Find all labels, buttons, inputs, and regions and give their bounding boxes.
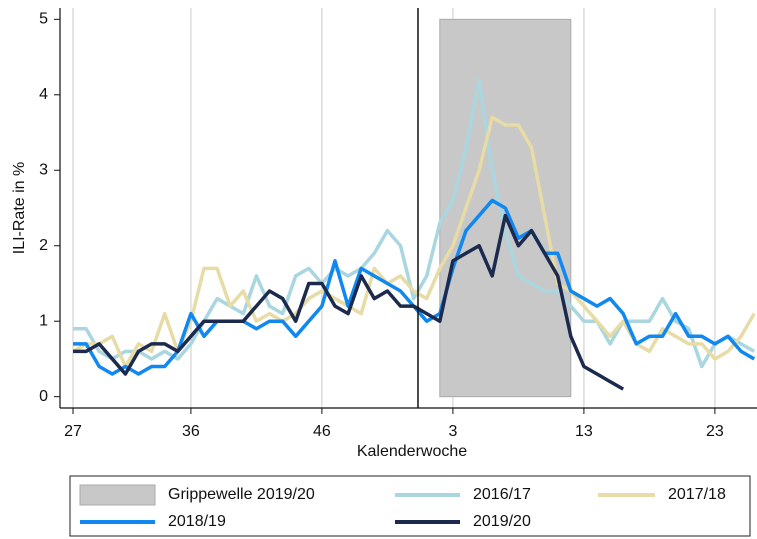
x-tick-label: 36 <box>182 423 200 440</box>
series-line <box>73 213 625 391</box>
y-tick-label: 0 <box>39 388 48 405</box>
y-tick-label: 2 <box>39 237 48 254</box>
x-tick-label: 3 <box>448 423 457 440</box>
series-line <box>72 115 756 369</box>
y-axis-label: ILI-Rate in % <box>11 162 28 254</box>
x-tick-label: 27 <box>64 423 82 440</box>
y-tick-label: 1 <box>39 312 48 329</box>
legend-swatch <box>79 484 156 506</box>
legend-label: Grippewelle 2019/20 <box>168 486 315 503</box>
x-tick-label: 23 <box>706 423 724 440</box>
x-axis-label: Kalenderwoche <box>357 443 467 460</box>
legend-label: 2017/18 <box>668 486 726 503</box>
x-tick-label: 46 <box>313 423 331 440</box>
y-tick-label: 5 <box>39 11 48 28</box>
legend-label: 2016/17 <box>473 486 531 503</box>
x-tick-label: 13 <box>575 423 593 440</box>
series-line <box>73 77 756 369</box>
y-tick-label: 3 <box>39 161 48 178</box>
legend: Grippewelle 2019/20 2016/17 2017/18 2018/19… <box>79 484 726 530</box>
legend-label: 2018/19 <box>168 513 226 530</box>
legend-box <box>69 475 751 537</box>
lines <box>72 77 756 391</box>
y-tick-label: 4 <box>39 86 48 103</box>
legend-label: 2019/20 <box>473 513 531 530</box>
